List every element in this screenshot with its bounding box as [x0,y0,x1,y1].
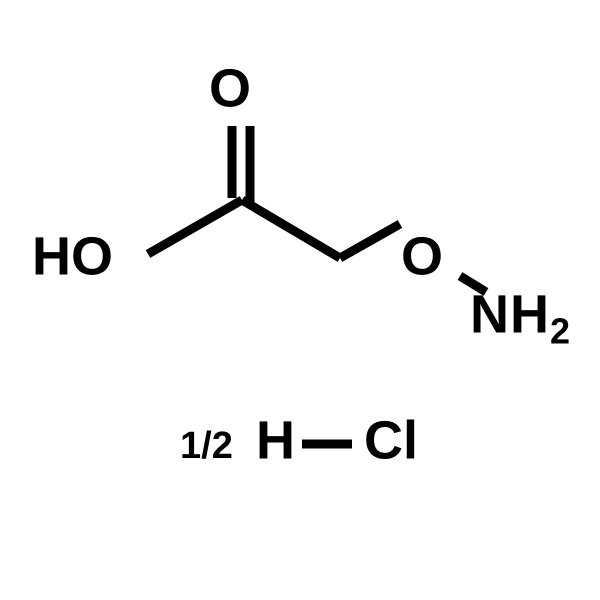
label-h: H [510,284,549,344]
label-ho: HO [32,226,113,286]
salt-h: H [256,410,295,470]
label-sub2: 2 [550,311,570,352]
label-n: N [470,284,509,344]
label-o-right: O [401,226,443,286]
bond-c2-o [340,224,400,258]
salt-cl: Cl [364,410,418,470]
molecule-diagram: HOOONH21/2HCl [0,0,600,600]
label-o-top: O [209,58,251,118]
bond-c1-c2 [242,200,340,258]
bond-ho-c1 [148,200,242,254]
salt-coeff: 1/2 [180,425,233,467]
